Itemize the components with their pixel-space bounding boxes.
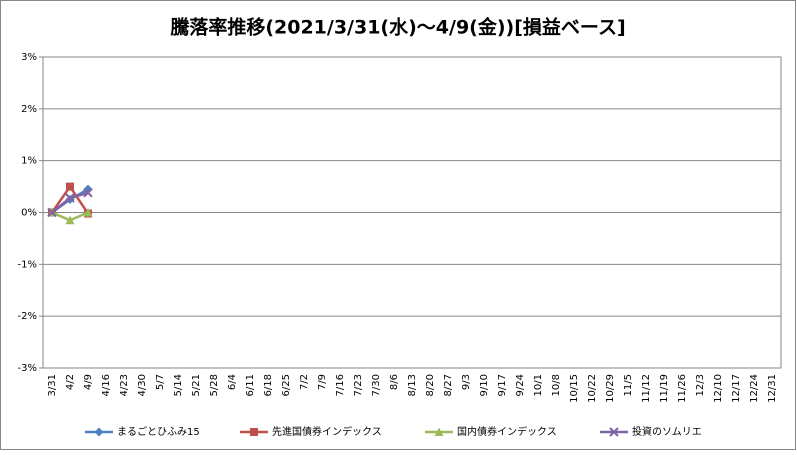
y-tick-label: -2% <box>18 311 37 322</box>
legend-label: 先進国債券インデックス <box>272 425 382 438</box>
x-tick-label: 5/7 <box>155 374 166 390</box>
x-tick-label: 5/14 <box>173 374 184 396</box>
x-tick-label: 7/30 <box>371 374 382 396</box>
x-tick-label: 10/29 <box>605 374 616 403</box>
y-tick-label: -1% <box>18 259 37 270</box>
x-tick-label: 6/11 <box>245 374 256 396</box>
x-tick-label: 11/12 <box>641 374 652 403</box>
y-tick-label: 0% <box>21 208 37 219</box>
x-tick-label: 9/17 <box>497 374 508 396</box>
legend-item: まるごとひふみ15 <box>85 425 200 438</box>
x-tick-label: 11/26 <box>677 374 688 403</box>
legend-item: 国内債券インデックス <box>425 425 557 438</box>
x-tick-label: 11/5 <box>623 374 634 396</box>
x-tick-label: 9/24 <box>515 374 526 396</box>
marker <box>250 428 258 436</box>
x-tick-label: 7/2 <box>299 374 310 390</box>
x-tick-label: 6/4 <box>227 374 238 390</box>
x-tick-label: 6/25 <box>281 374 292 396</box>
x-tick-label: 7/9 <box>317 374 328 390</box>
chart-title: 騰落率推移(2021/3/31(水)～4/9(金))[損益ベース] <box>169 16 625 39</box>
x-tick-label: 5/28 <box>209 374 220 396</box>
x-tick-label: 9/10 <box>479 374 490 396</box>
marker <box>65 215 75 225</box>
x-tick-label: 4/16 <box>101 374 112 396</box>
y-tick-label: 3% <box>21 52 37 63</box>
x-tick-label: 3/31 <box>47 374 58 396</box>
x-tick-label: 7/16 <box>335 374 346 396</box>
marker <box>65 193 75 203</box>
x-tick-label: 4/30 <box>137 374 148 396</box>
x-tick-label: 6/18 <box>263 374 274 396</box>
y-tick-label: 1% <box>21 156 37 167</box>
y-tick-label: 2% <box>21 104 37 115</box>
marker <box>83 188 93 198</box>
marker <box>94 427 104 437</box>
x-tick-label: 12/3 <box>695 374 706 396</box>
x-tick-label: 4/23 <box>119 374 130 396</box>
x-tick-label: 12/24 <box>749 374 760 403</box>
x-tick-label: 11/19 <box>659 374 670 403</box>
x-tick-label: 4/2 <box>65 374 76 390</box>
x-tick-label: 8/20 <box>425 374 436 396</box>
x-tick-label: 8/13 <box>407 374 418 396</box>
marker <box>47 207 57 218</box>
x-tick-label: 10/1 <box>533 374 544 396</box>
x-tick-label: 10/22 <box>587 374 598 403</box>
x-tick-label: 8/27 <box>443 374 454 396</box>
x-tick-label: 9/3 <box>461 374 472 390</box>
legend-item: 先進国債券インデックス <box>240 425 382 438</box>
x-tick-label: 12/17 <box>731 374 742 403</box>
marker <box>66 182 74 191</box>
marker <box>434 427 444 436</box>
legend-label: 投資のソムリエ <box>632 425 702 438</box>
x-tick-label: 10/15 <box>569 374 580 403</box>
x-tick-label: 12/10 <box>713 374 724 403</box>
x-tick-label: 5/21 <box>191 374 202 396</box>
x-tick-label: 8/6 <box>389 374 400 390</box>
x-tick-label: 7/23 <box>353 374 364 396</box>
marker <box>83 208 93 217</box>
legend-label: 国内債券インデックス <box>457 425 557 438</box>
legend-item: 投資のソムリエ <box>600 425 702 438</box>
x-tick-label: 10/8 <box>551 374 562 396</box>
marker <box>609 427 619 437</box>
y-tick-label: -3% <box>18 363 37 374</box>
x-tick-label: 12/31 <box>767 374 778 403</box>
legend-label: まるごとひふみ15 <box>117 425 200 438</box>
x-tick-label: 4/9 <box>83 374 94 390</box>
